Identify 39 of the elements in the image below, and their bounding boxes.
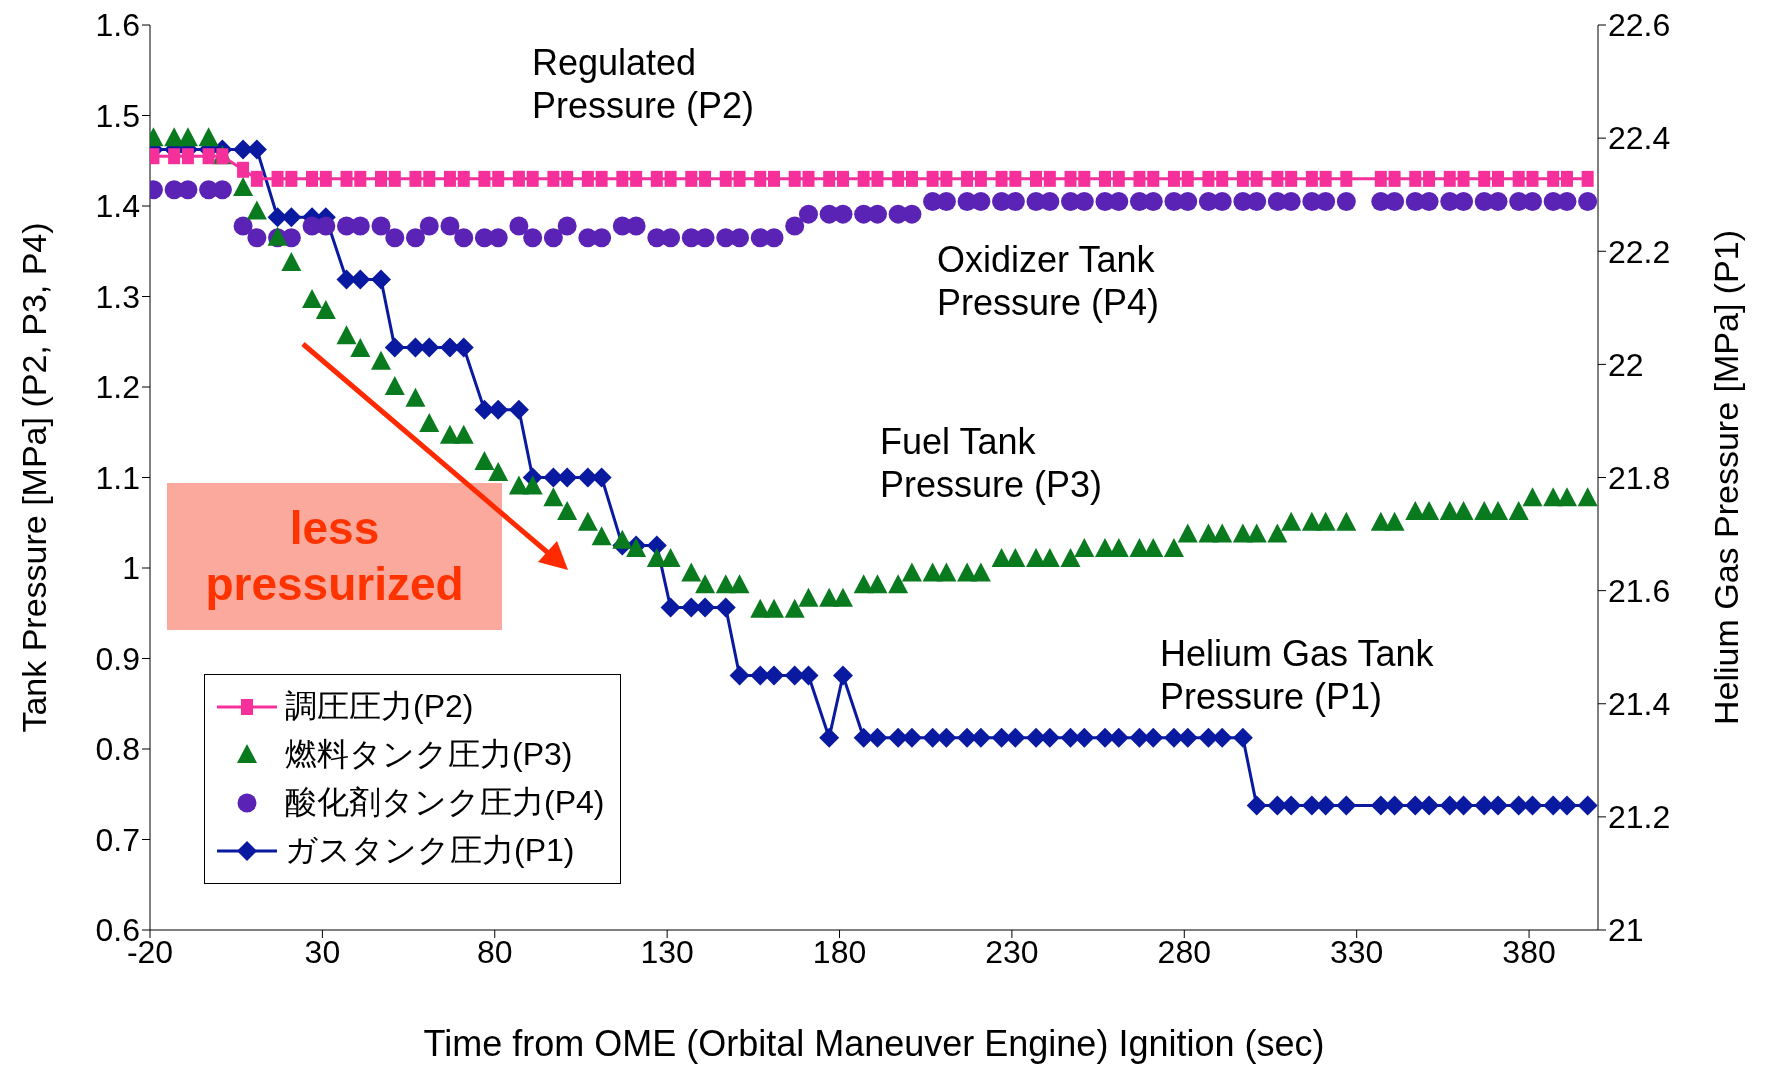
y2-tick-label: 21 [1608,912,1644,949]
x-tick-label: 230 [985,933,1039,970]
x-tick-label: 180 [812,933,867,970]
y2-tick-label: 22.6 [1608,7,1671,44]
x-tick-label: 330 [1329,933,1384,970]
x-tick-label: 130 [640,933,694,970]
x-tick-label: 80 [476,933,513,970]
y-axis-title: Tank Pressure [MPa] (P2, P3, P4) [15,222,54,733]
legend-label: 調圧圧力(P2) [285,687,474,726]
legend-label: ガスタンク圧力(P1) [285,831,575,870]
y-tick-label: 1.3 [95,278,140,315]
y2-tick-label: 21.4 [1608,686,1671,723]
y-tick-label: 1 [122,550,140,587]
y-tick-label: 0.9 [95,640,140,677]
y2-tick-label: 22.4 [1608,120,1671,157]
legend-label: 酸化剤タンク圧力(P4) [285,783,605,822]
x-axis-title: Time from OME (Orbital Maneuver Engine) Ignition (sec) [423,1023,1325,1064]
y-tick-label: 0.8 [95,731,140,768]
x-tick-label: 30 [304,933,341,970]
x-tick-label: 280 [1157,933,1211,970]
y2-tick-label: 22.2 [1608,233,1671,270]
annotation: Helium Gas Tank Pressure (P1) [1160,632,1435,719]
annotation: less pressurized [167,483,502,630]
y2-tick-label: 22 [1608,346,1644,383]
y-tick-label: 1.6 [95,7,140,44]
x-tick-label: 380 [1502,933,1556,970]
legend-label: 燃料タンク圧力(P3) [285,735,573,774]
y2-tick-label: 21.8 [1608,459,1671,496]
y-tick-label: 1.5 [95,97,140,134]
annotation: Fuel Tank Pressure (P3) [880,420,1104,507]
y2-tick-label: 21.6 [1608,572,1671,609]
y2-tick-label: 21.2 [1608,799,1671,836]
annotation: Regulated Pressure (P2) [532,41,756,128]
y2-axis-title: Helium Gas Pressure [MPa] (P1) [1707,229,1746,726]
y-tick-label: 1.4 [95,188,140,225]
y-tick-label: 0.7 [95,821,140,858]
y-tick-label: 1.2 [95,369,140,406]
y-tick-label: 1.1 [95,459,140,496]
annotation: Oxidizer Tank Pressure (P4) [937,238,1161,325]
